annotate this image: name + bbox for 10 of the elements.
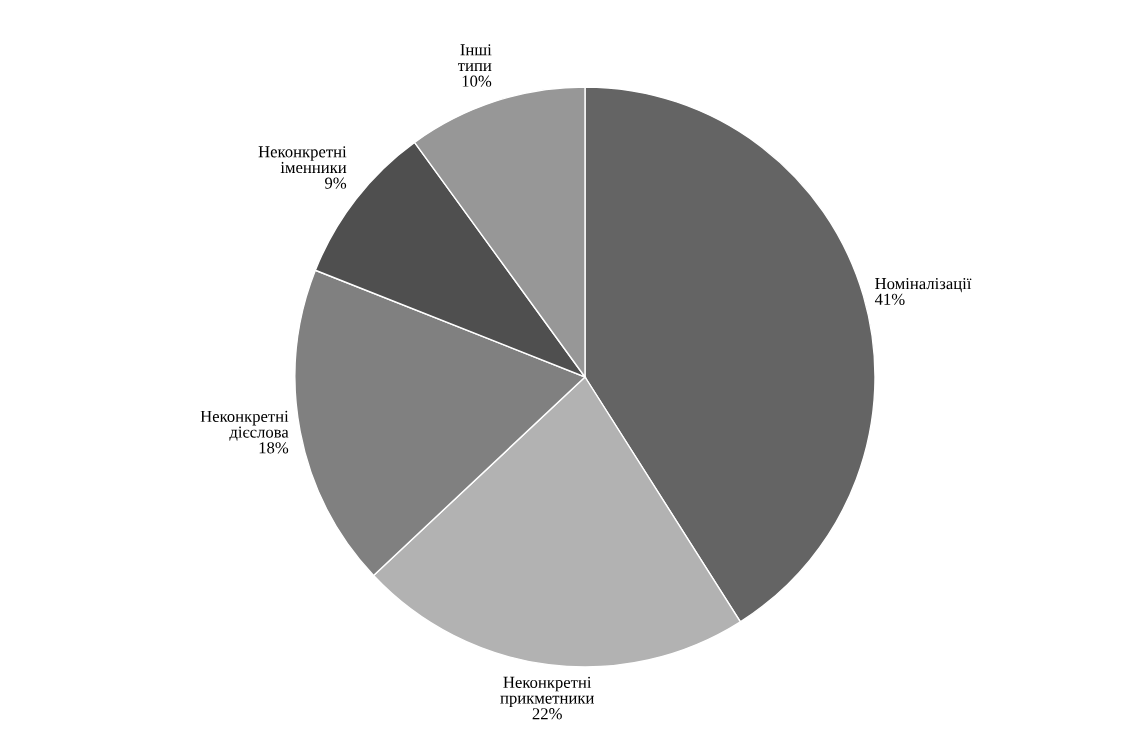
slice-label: Неконкретні прикметники — [500, 676, 594, 708]
slice-label: Неконкретні дієслова — [200, 410, 289, 441]
slice-label: Номіналізації — [875, 277, 972, 293]
data-label: 10% — [462, 75, 492, 87]
data-label: 22% — [532, 708, 562, 720]
slice-label: Неконкретні іменники — [258, 146, 347, 174]
data-label: 9% — [325, 177, 347, 189]
data-label: 41% — [874, 293, 905, 305]
slice-label: Інші типи — [458, 44, 492, 71]
data-label: 18% — [259, 442, 289, 454]
